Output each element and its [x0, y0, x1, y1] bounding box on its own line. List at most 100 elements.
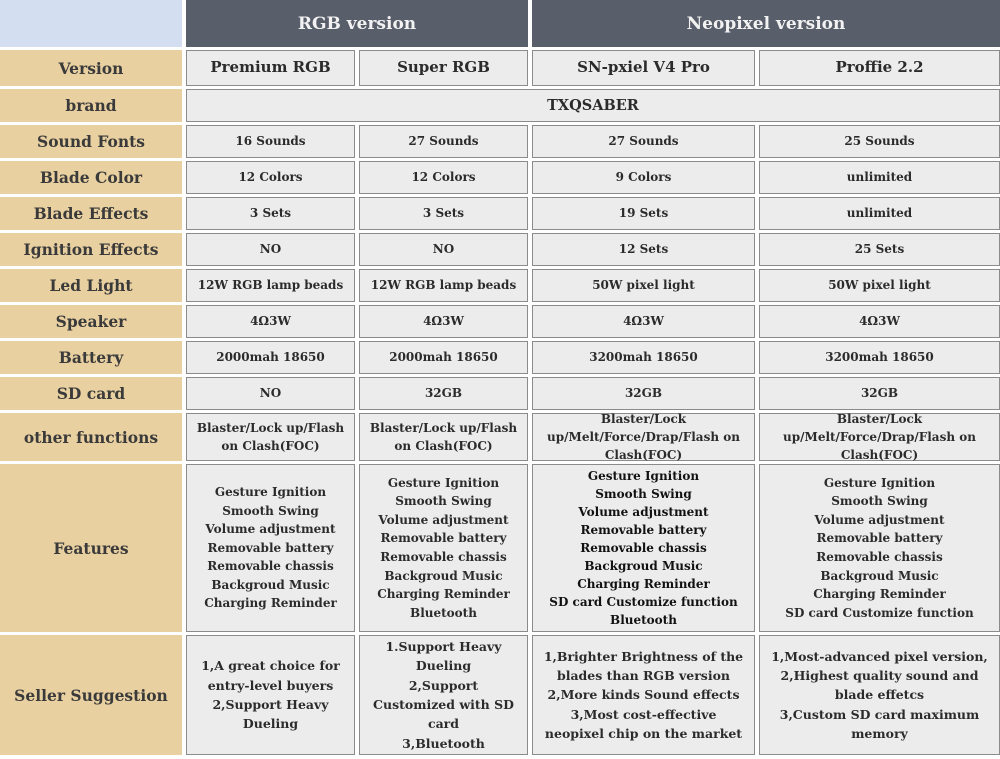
spec-cell: NO: [186, 377, 355, 410]
spec-cell: 32GB: [359, 377, 528, 410]
suggestion-item: 2,Support Heavy Dueling: [212, 697, 329, 732]
features-list-proffie: Gesture Ignition Smooth Swing Volume adj…: [759, 464, 1000, 632]
spec-cell: 32GB: [532, 377, 755, 410]
spec-cell: 32GB: [759, 377, 1000, 410]
row-label-blade-color: Blade Color: [0, 161, 182, 194]
version-cell-sn-pxiel-v4-pro: SN-pxiel V4 Pro: [532, 50, 755, 86]
spec-cell: 50W pixel light: [532, 269, 755, 302]
row-label-seller-suggestion: Seller Suggestion: [0, 635, 182, 755]
spec-cell: 3200mah 18650: [759, 341, 1000, 374]
suggestion-item: 1,Brighter Brightness of the blades than…: [543, 648, 744, 683]
spec-cell: 9 Colors: [532, 161, 755, 194]
row-label-brand: brand: [0, 89, 182, 122]
seller-suggestion-premium-rgb: 1,A great choice for entry-level buyers …: [186, 635, 355, 755]
features-list-premium-rgb: Gesture Ignition Smooth Swing Volume adj…: [186, 464, 355, 632]
feature-item: Gesture Ignition: [387, 475, 500, 490]
spec-cell: Blaster/Lock up/Melt/Force/Drap/Flash on…: [532, 412, 755, 462]
row-label-battery: Battery: [0, 341, 182, 374]
feature-item: Charging Reminder: [577, 577, 710, 591]
suggestion-item: 3,Custom SD card maximum memory: [779, 706, 980, 742]
seller-suggestion-proffie: 1,Most-advanced pixel version, 2,Highest…: [759, 635, 1000, 755]
feature-item: Smooth Swing: [831, 494, 928, 509]
feature-item: Removable battery: [816, 531, 943, 546]
spec-cell: unlimited: [759, 197, 1000, 230]
row-label-sd-card: SD card: [0, 377, 182, 410]
feature-item: Removable battery: [380, 531, 507, 546]
brand-value: TXQSABER: [186, 89, 1000, 122]
spec-cell: NO: [359, 233, 528, 266]
version-cell-premium-rgb: Premium RGB: [186, 50, 355, 86]
feature-item: Bluetooth: [410, 605, 477, 620]
feature-item: Volume adjustment: [814, 512, 945, 527]
feature-item: Volume adjustment: [578, 505, 709, 519]
feature-item: Smooth Swing: [395, 494, 492, 509]
feature-item: Volume adjustment: [205, 522, 336, 537]
group-header-neopixel-version: Neopixel version: [532, 0, 1000, 47]
suggestion-item: 1,A great choice for entry-level buyers: [201, 658, 340, 693]
spec-cell: 2000mah 18650: [359, 341, 528, 374]
feature-item: Charging Reminder: [377, 587, 510, 602]
seller-suggestion-super-rgb: 1.Support Heavy Dueling 2,Support Custom…: [359, 635, 528, 755]
suggestion-item: 2,More kinds Sound effects: [547, 687, 740, 703]
feature-item: Smooth Swing: [595, 487, 692, 501]
corner-cell: [0, 0, 182, 47]
feature-item: Gesture Ignition: [587, 469, 700, 483]
spec-cell: 25 Sets: [759, 233, 1000, 266]
spec-cell: 3 Sets: [186, 197, 355, 230]
spec-cell: 12W RGB lamp beads: [186, 269, 355, 302]
feature-item: Removable chassis: [816, 550, 943, 564]
feature-item: Backgroud Music: [384, 568, 503, 583]
feature-item: Removable battery: [207, 540, 334, 555]
suggestion-item: 3,Most cost-effective neopixel chip on t…: [544, 706, 743, 742]
spec-cell: NO: [186, 233, 355, 266]
feature-item: Backgroud Music: [211, 577, 330, 592]
spec-cell: Blaster/Lock up/Flash on Clash(FOC): [359, 413, 528, 461]
suggestion-item: 1.Support Heavy Dueling: [385, 638, 502, 674]
row-label-ignition-effects: Ignition Effects: [0, 233, 182, 266]
feature-item: Backgroud Music: [820, 568, 939, 583]
feature-item: Bluetooth: [610, 613, 677, 627]
spec-cell: 3 Sets: [359, 197, 528, 230]
feature-item: SD card Customize function: [785, 605, 974, 620]
feature-item: Gesture Ignition: [823, 475, 936, 490]
feature-item: SD card Customize function: [549, 595, 738, 609]
version-cell-super-rgb: Super RGB: [359, 50, 528, 86]
row-label-features: Features: [0, 464, 182, 632]
row-label-version: Version: [0, 50, 182, 86]
spec-cell: 3200mah 18650: [532, 341, 755, 374]
row-label-sound-fonts: Sound Fonts: [0, 125, 182, 158]
spec-cell: 4Ω3W: [759, 305, 1000, 338]
spec-cell: 12 Colors: [359, 161, 528, 194]
feature-item: Gesture Ignition: [214, 484, 327, 499]
feature-item: Charging Reminder: [813, 587, 946, 602]
suggestion-item: 1,Most-advanced pixel version,: [771, 648, 988, 664]
spec-cell: unlimited: [759, 161, 1000, 194]
feature-item: Removable chassis: [207, 559, 334, 574]
feature-item: Removable battery: [580, 523, 707, 537]
feature-item: Smooth Swing: [222, 503, 319, 518]
feature-item: Volume adjustment: [378, 512, 509, 527]
spec-cell: 16 Sounds: [186, 125, 355, 158]
row-label-blade-effects: Blade Effects: [0, 197, 182, 230]
feature-item: Backgroud Music: [584, 559, 703, 573]
row-label-other-functions: other functions: [0, 413, 182, 461]
version-cell-proffie-2-2: Proffie 2.2: [759, 50, 1000, 86]
feature-item: Removable chassis: [380, 550, 507, 564]
feature-item: Removable chassis: [580, 541, 707, 555]
spec-cell: 4Ω3W: [532, 305, 755, 338]
spec-cell: 12 Sets: [532, 233, 755, 266]
spec-cell: 12W RGB lamp beads: [359, 269, 528, 302]
features-list-super-rgb: Gesture Ignition Smooth Swing Volume adj…: [359, 464, 528, 632]
row-label-speaker: Speaker: [0, 305, 182, 338]
features-list-sn-pxiel-v4-pro: Gesture Ignition Smooth Swing Volume adj…: [532, 464, 755, 632]
spec-cell: 4Ω3W: [359, 305, 528, 338]
spec-cell: 19 Sets: [532, 197, 755, 230]
spec-cell: 50W pixel light: [759, 269, 1000, 302]
suggestion-item: 2,Highest quality sound and blade effetc…: [780, 667, 979, 703]
group-header-rgb-version: RGB version: [186, 0, 528, 47]
spec-cell: 2000mah 18650: [186, 341, 355, 374]
spec-cell: Blaster/Lock up/Melt/Force/Drap/Flash on…: [759, 412, 1000, 462]
feature-item: Charging Reminder: [204, 596, 337, 611]
spec-cell: 27 Sounds: [359, 125, 528, 158]
